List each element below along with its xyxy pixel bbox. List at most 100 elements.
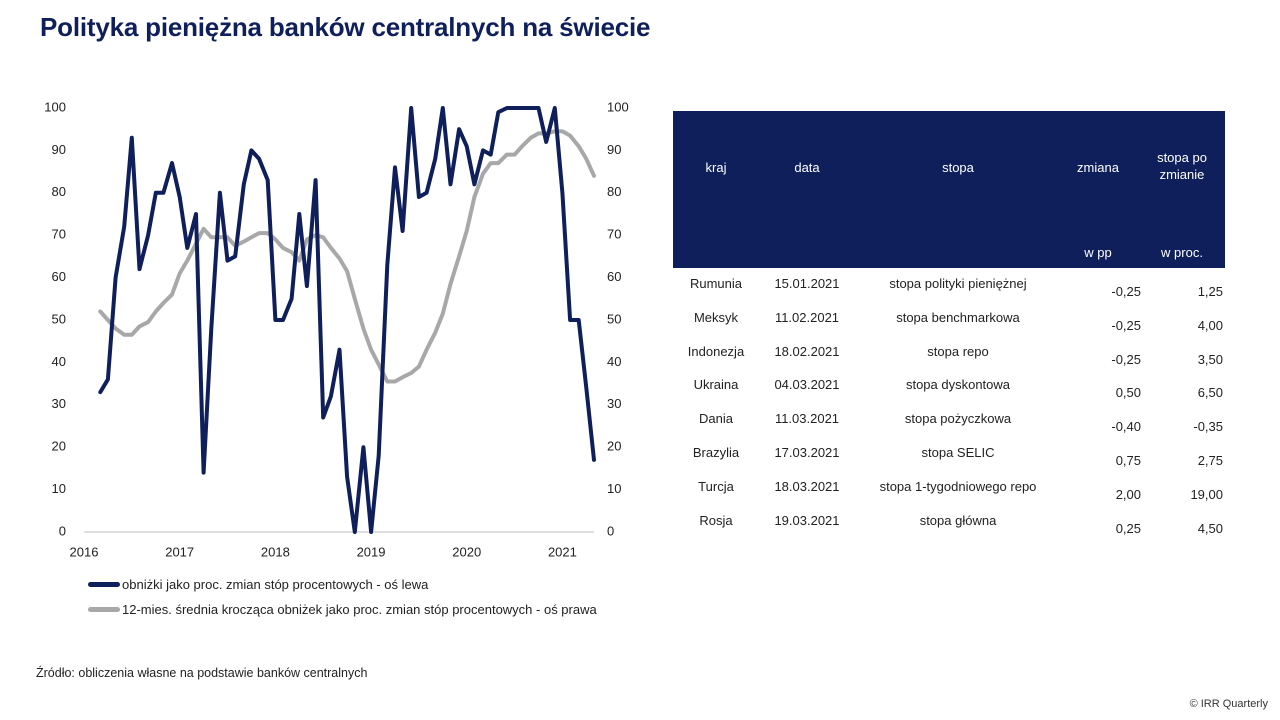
x-tick-label: 2021 <box>548 544 577 559</box>
legend-label-cuts: obniżki jako proc. zmian stóp procentowy… <box>122 577 429 592</box>
cell-data: 15.01.2021 <box>774 276 840 291</box>
legend-label-moving-average: 12-mies. średnia krocząca obniżek jako p… <box>122 602 597 617</box>
table-row: Turcja 18.03.2021 stopa 1-tygodniowego rep… <box>673 471 1225 505</box>
table-row: Brazylia 17.03.2021 stopa SELIC 0,75 2,75 <box>673 437 1225 471</box>
cell-zmiana: 0,25 <box>1115 520 1141 536</box>
right-tick-label: 30 <box>607 396 621 411</box>
left-axis-ticks: 0 10 20 30 40 50 60 70 80 90 100 <box>44 99 66 538</box>
header-stopa-po-line1: stopa po <box>1157 150 1207 165</box>
x-tick-label: 2020 <box>452 544 481 559</box>
header-kraj: kraj <box>705 160 727 175</box>
right-tick-label: 20 <box>607 439 621 454</box>
line-chart: 0 10 20 30 40 50 60 70 80 90 100 0 10 20 30 40 50 60 70 80… <box>44 99 629 559</box>
cell-kraj: Indonezja <box>687 343 745 359</box>
left-tick-label: 100 <box>44 99 66 114</box>
left-tick-label: 20 <box>52 439 66 454</box>
header-stopa-po-zmianie: stopa po zmianie <box>1141 149 1223 183</box>
copyright: © IRR Quarterly <box>1189 698 1268 710</box>
x-tick-label: 2018 <box>261 544 290 559</box>
cell-stopa-po: 19,00 <box>1190 486 1223 502</box>
left-tick-label: 30 <box>52 396 66 411</box>
header-unit-proc: w proc. <box>1161 245 1203 260</box>
table-row: Indonezja 18.02.2021 stopa repo -0,25 3,50 <box>673 336 1225 370</box>
left-tick-label: 40 <box>52 354 66 369</box>
table-row: Rumunia 15.01.2021 stopa polityki pieniężn… <box>673 268 1225 302</box>
cell-data: 11.02.2021 <box>774 309 840 325</box>
cell-data: 11.03.2021 <box>774 411 840 427</box>
table-row: Rosja 19.03.2021 stopa główna 0,25 4,50 <box>673 505 1225 539</box>
x-tick-label: 2019 <box>357 544 386 559</box>
right-tick-label: 70 <box>607 227 621 242</box>
cell-stopa-po: 3,50 <box>1197 351 1223 367</box>
left-tick-label: 80 <box>52 184 66 199</box>
cell-kraj: Rosja <box>699 512 733 528</box>
series-layer <box>98 106 596 534</box>
cell-stopa: stopa benchmarkowa <box>896 309 1020 325</box>
header-stopa: stopa <box>942 160 974 175</box>
series-line-moving-average <box>98 129 596 384</box>
cell-kraj: Meksyk <box>693 309 739 325</box>
left-tick-label: 70 <box>52 227 66 242</box>
table-header: kraj data stopa zmiana stopa po zmianie … <box>673 111 1225 268</box>
cell-kraj: Ukraina <box>693 377 739 393</box>
legend-swatch-moving-average <box>88 607 120 612</box>
table-body: Rumunia 15.01.2021 stopa polityki pieniężn… <box>673 268 1225 538</box>
table-row: Meksyk 11.02.2021 stopa benchmarkowa -0,25 4… <box>673 302 1225 336</box>
right-tick-label: 0 <box>607 523 614 538</box>
rate-changes-table: kraj data stopa zmiana stopa po zmianie … <box>673 111 1225 538</box>
legend-item-cuts: obniżki jako proc. zmian stóp procentowy… <box>88 572 597 597</box>
source-note: Źródło: obliczenia własne na podstawie b… <box>36 666 368 680</box>
cell-stopa-po: 1,25 <box>1197 284 1223 299</box>
left-tick-label: 90 <box>52 142 66 157</box>
header-stopa-po-line2: zmianie <box>1159 167 1205 182</box>
header-data: data <box>794 160 820 175</box>
cell-stopa: stopa dyskontowa <box>905 377 1011 393</box>
header-zmiana: zmiana <box>1077 160 1119 175</box>
cell-stopa: stopa SELIC <box>921 444 995 460</box>
cell-kraj: Dania <box>699 411 733 427</box>
cell-data: 18.02.2021 <box>774 343 840 359</box>
right-tick-label: 10 <box>607 481 621 496</box>
right-tick-label: 100 <box>607 99 629 114</box>
cell-zmiana: -0,25 <box>1111 351 1141 367</box>
table-row: Dania 11.03.2021 stopa pożyczkowa -0,40 -0,3… <box>673 403 1225 437</box>
right-axis-ticks: 0 10 20 30 40 50 60 70 80 90 100 <box>607 99 629 538</box>
left-tick-label: 50 <box>52 311 66 326</box>
cell-zmiana: -0,25 <box>1111 317 1141 333</box>
cell-kraj: Rumunia <box>689 276 743 291</box>
cell-stopa: stopa polityki pieniężnej <box>889 276 1027 291</box>
right-tick-label: 60 <box>607 269 621 284</box>
page-title: Polityka pieniężna banków centralnych na… <box>40 12 651 42</box>
cell-stopa: stopa repo <box>927 343 989 359</box>
cell-kraj: Brazylia <box>692 444 740 460</box>
left-tick-label: 10 <box>52 481 66 496</box>
cell-kraj: Turcja <box>698 478 734 494</box>
cell-data: 18.03.2021 <box>774 478 840 494</box>
right-tick-label: 90 <box>607 142 621 157</box>
right-tick-label: 80 <box>607 184 621 199</box>
legend-swatch-cuts <box>88 582 120 587</box>
cell-stopa-po: 4,50 <box>1197 520 1223 536</box>
series-line-cuts <box>98 106 596 534</box>
right-tick-label: 40 <box>607 354 621 369</box>
header-unit-pp: w pp <box>1084 245 1112 260</box>
cell-zmiana: 0,50 <box>1115 385 1141 401</box>
cell-zmiana: -0,40 <box>1111 419 1141 435</box>
x-tick-label: 2017 <box>165 544 194 559</box>
cell-stopa-po: 6,50 <box>1197 385 1223 401</box>
right-tick-label: 50 <box>607 311 621 326</box>
cell-stopa: stopa 1-tygodniowego repo <box>879 478 1037 494</box>
cell-stopa-po: 4,00 <box>1197 317 1223 333</box>
cell-stopa-po: -0,35 <box>1193 419 1223 435</box>
table-row: Ukraina 04.03.2021 stopa dyskontowa 0,50 6,5… <box>673 369 1225 403</box>
cell-stopa: stopa pożyczkowa <box>904 411 1012 427</box>
legend-item-moving-average: 12-mies. średnia krocząca obniżek jako p… <box>88 597 597 622</box>
x-axis-ticks: 2016 2017 2018 2019 2020 2021 <box>70 544 577 559</box>
cell-data: 04.03.2021 <box>774 377 840 393</box>
left-tick-label: 60 <box>52 269 66 284</box>
cell-zmiana: 0,75 <box>1115 452 1141 468</box>
cell-zmiana: -0,25 <box>1111 284 1141 299</box>
x-tick-label: 2016 <box>70 544 99 559</box>
cell-data: 19.03.2021 <box>774 512 840 528</box>
chart-legend: obniżki jako proc. zmian stóp procentowy… <box>88 572 597 622</box>
